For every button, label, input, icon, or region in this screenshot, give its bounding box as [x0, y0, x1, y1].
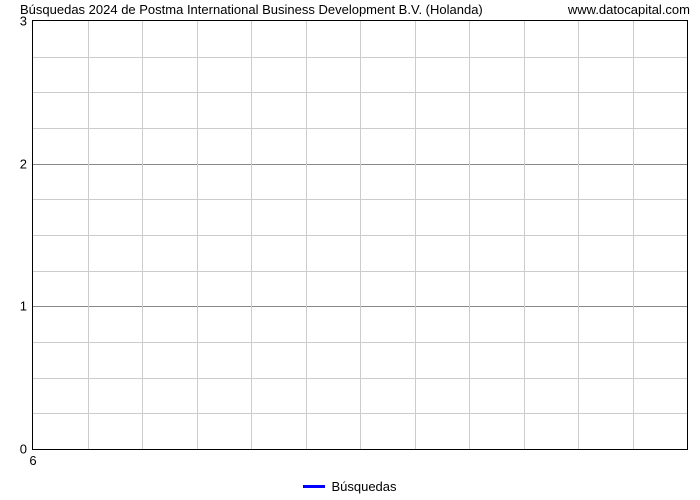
x-axis-tick-label: 6	[29, 453, 36, 468]
y-axis-tick-label: 3	[20, 14, 27, 29]
gridline-vertical	[415, 21, 416, 449]
chart-plot-area: 01236	[32, 20, 688, 450]
y-axis-tick-label: 2	[20, 156, 27, 171]
y-axis-tick-label: 0	[20, 442, 27, 457]
gridline-vertical	[88, 21, 89, 449]
gridline-vertical	[360, 21, 361, 449]
watermark-text: www.datocapital.com	[568, 2, 690, 17]
y-axis-tick-label: 1	[20, 299, 27, 314]
gridline-vertical	[142, 21, 143, 449]
gridline-vertical	[251, 21, 252, 449]
chart-title: Búsquedas 2024 de Postma International B…	[20, 2, 483, 17]
legend-label: Búsquedas	[331, 479, 396, 494]
gridline-vertical	[633, 21, 634, 449]
gridline-vertical	[306, 21, 307, 449]
legend-line-swatch	[303, 485, 325, 488]
gridline-vertical	[524, 21, 525, 449]
gridline-vertical	[469, 21, 470, 449]
gridline-vertical	[578, 21, 579, 449]
chart-header: Búsquedas 2024 de Postma International B…	[0, 2, 700, 17]
gridline-vertical	[197, 21, 198, 449]
chart-legend: Búsquedas	[0, 479, 700, 494]
